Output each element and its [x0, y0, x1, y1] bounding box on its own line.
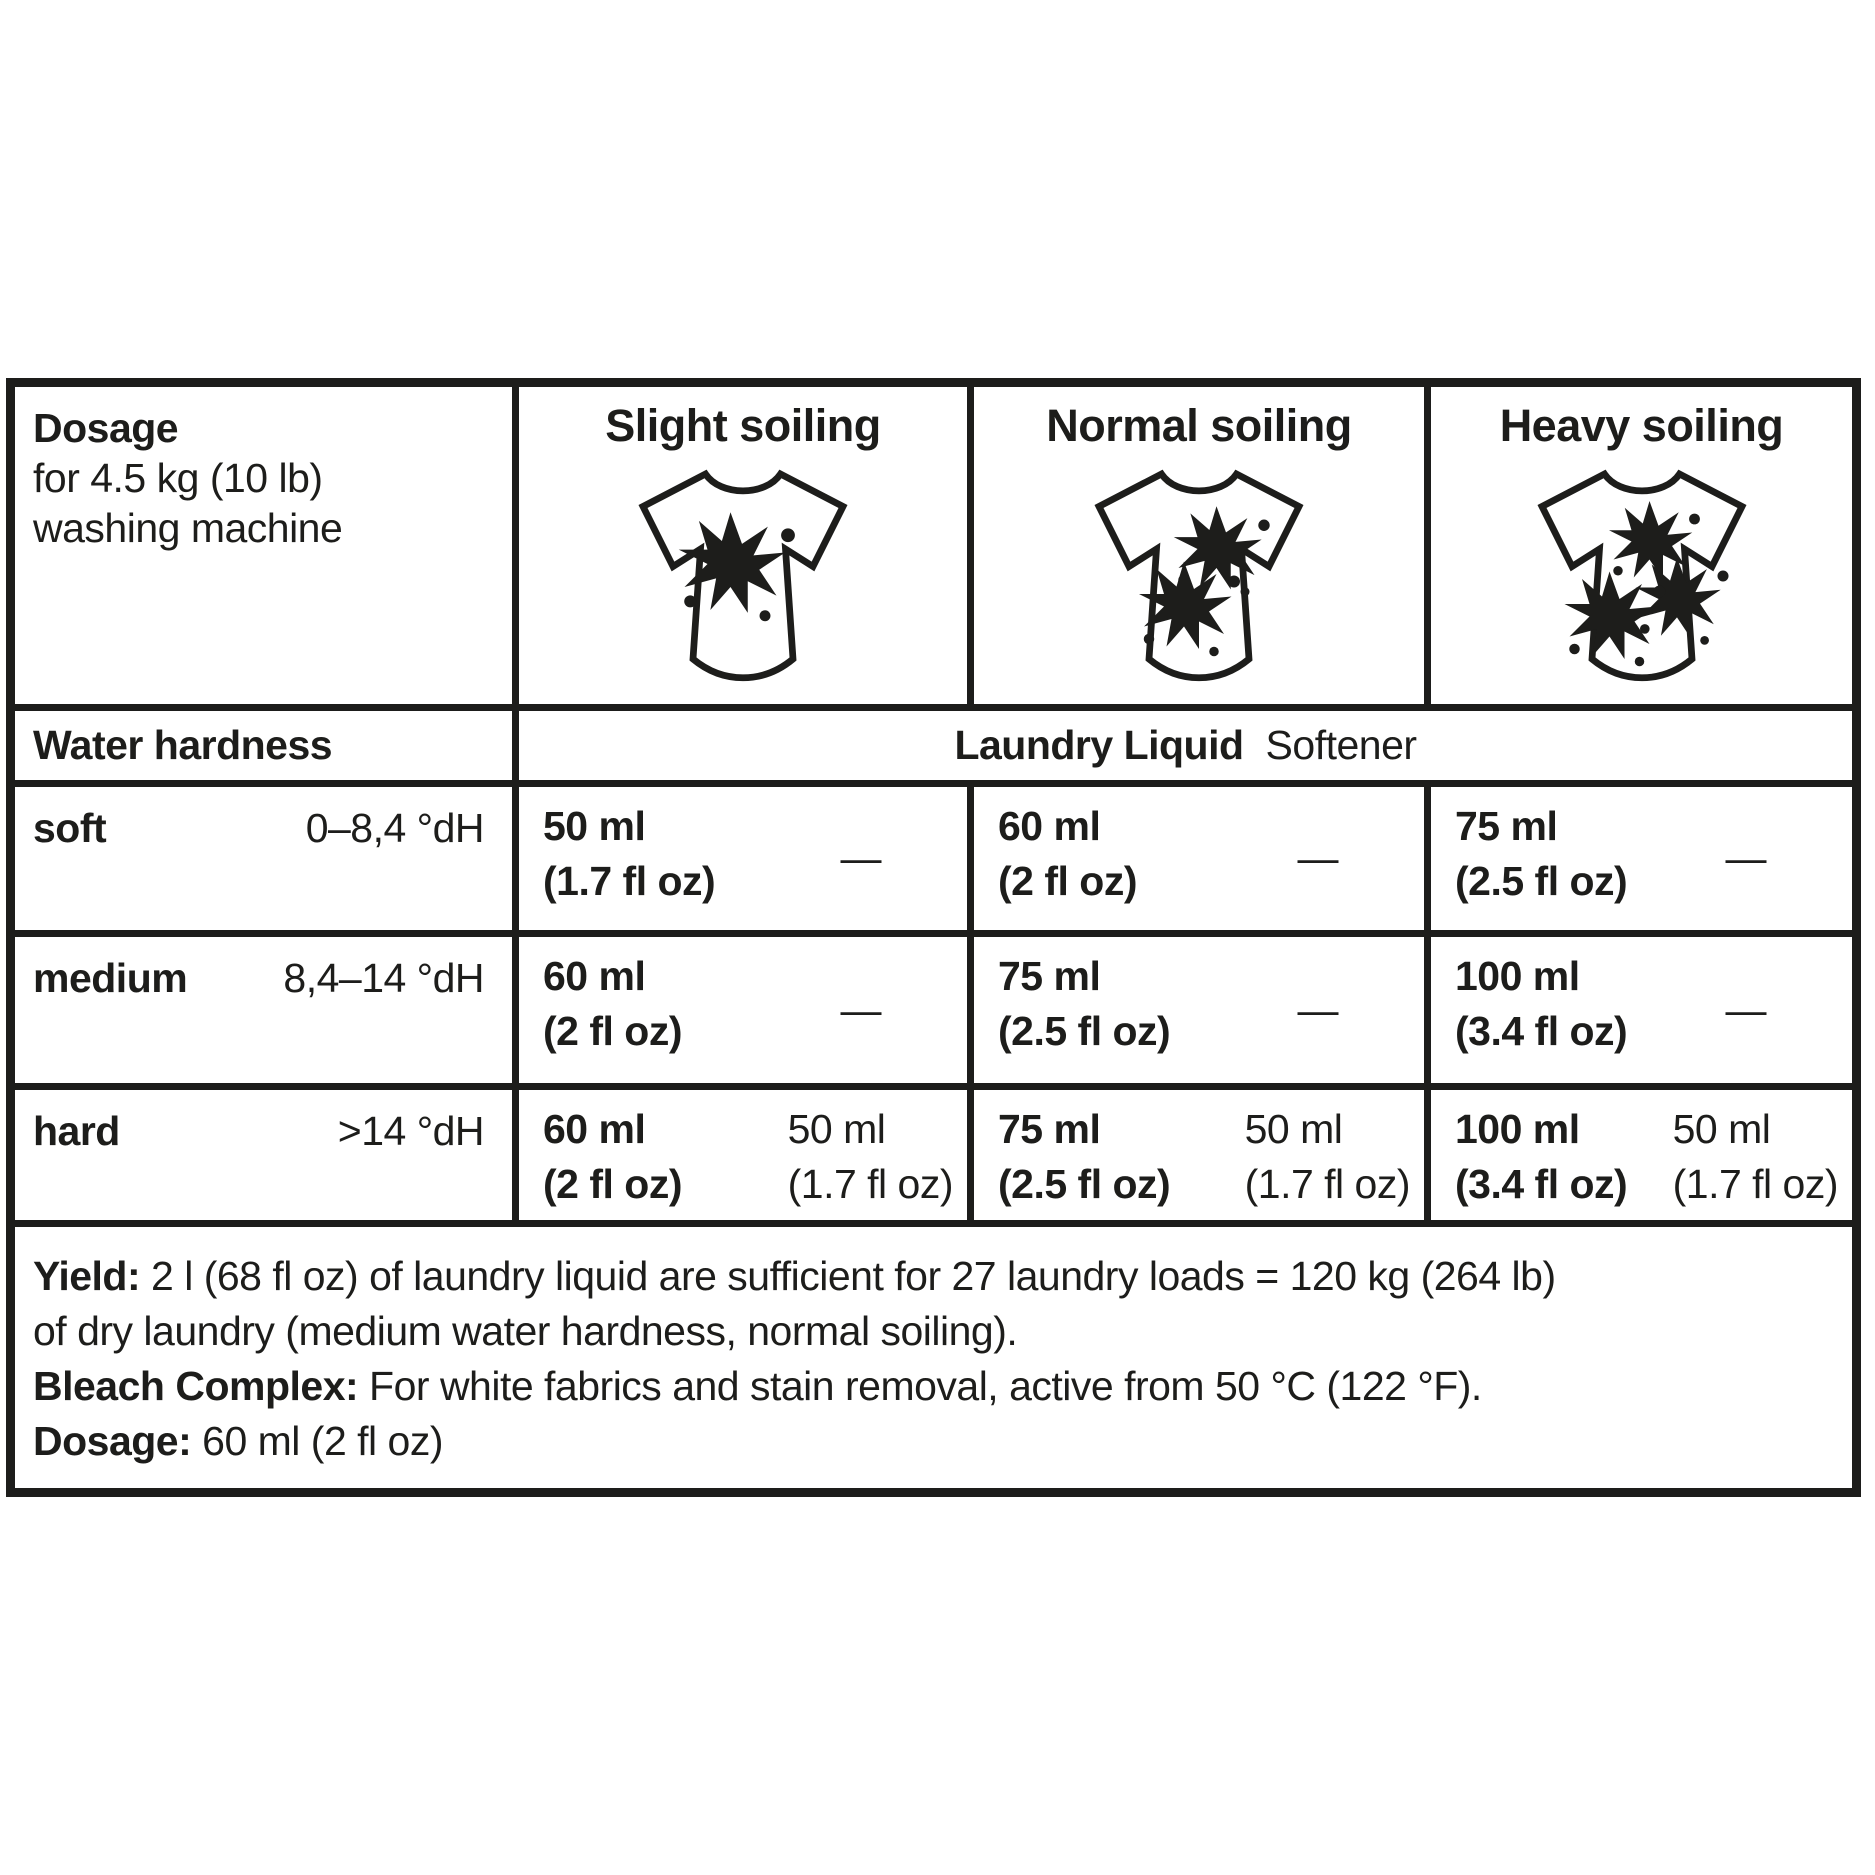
amount-ml: 75 ml — [998, 1106, 1101, 1152]
dose-cell-soft-normal: 60 ml (2 fl oz) — — [974, 787, 1431, 937]
notes-cell: Yield: 2 l (68 fl oz) of laundry liquid … — [15, 1227, 1852, 1488]
hardness-name: hard — [33, 1108, 120, 1154]
dosage-note: Dosage: 60 ml (2 fl oz) — [33, 1414, 1834, 1469]
slight-soiling-title: Slight soiling — [605, 400, 881, 451]
laundry-liquid-amount: 60 ml (2 fl oz) — [543, 949, 682, 1059]
laundry-liquid-amount: 60 ml (2 fl oz) — [543, 1102, 682, 1212]
softener-dash: — — [1297, 986, 1339, 1033]
softener-dash: — — [840, 835, 882, 881]
dose-cell-soft-heavy: 75 ml (2.5 fl oz) — — [1431, 787, 1852, 937]
heavy-soiling-title: Heavy soiling — [1499, 400, 1784, 451]
amount-ml: 75 ml — [998, 953, 1101, 999]
laundry-liquid-amount: 75 ml (2.5 fl oz) — [998, 949, 1171, 1059]
hardness-cell-medium: medium 8,4–14 °dH — [15, 937, 519, 1090]
laundry-liquid-amount: 75 ml (2.5 fl oz) — [1455, 799, 1628, 909]
tshirt-one-stain-icon — [618, 459, 868, 689]
bleach-complex-note: Bleach Complex: For white fabrics and st… — [33, 1359, 1834, 1414]
laundry-liquid-amount: 60 ml (2 fl oz) — [998, 799, 1137, 909]
dose-cell-medium-slight: 60 ml (2 fl oz) — — [519, 937, 974, 1090]
dose-cell-hard-heavy: 100 ml (3.4 fl oz) 50 ml (1.7 fl oz) — [1431, 1090, 1852, 1227]
dosage-note-text: 60 ml (2 fl oz) — [191, 1418, 443, 1464]
amount-oz: (1.7 fl oz) — [543, 858, 716, 904]
softener-dash: — — [1297, 835, 1339, 881]
tshirt-three-stains-icon — [1517, 459, 1767, 689]
amount-ml: 100 ml — [1455, 953, 1580, 999]
amount-ml: 75 ml — [1455, 803, 1558, 849]
softener-label: Softener — [1265, 722, 1418, 768]
bleach-complex-text: For white fabrics and stain removal, act… — [358, 1363, 1482, 1409]
amount-oz: (3.4 fl oz) — [1455, 1008, 1628, 1054]
yield-note-line2: of dry laundry (medium water hardness, n… — [33, 1304, 1834, 1359]
laundry-liquid-amount: 50 ml (1.7 fl oz) — [543, 799, 716, 909]
softener-dash: — — [1725, 835, 1767, 881]
softener-dash: — — [840, 986, 882, 1033]
laundry-liquid-amount: 100 ml (3.4 fl oz) — [1455, 949, 1628, 1059]
hardness-range: 0–8,4 °dH — [305, 805, 485, 851]
dosage-note-label: Dosage: — [33, 1418, 192, 1464]
tshirt-two-stains-icon — [1074, 459, 1324, 689]
amount-oz: (2 fl oz) — [543, 1008, 682, 1054]
amount-ml: 50 ml — [543, 803, 646, 849]
yield-note-line1: Yield: 2 l (68 fl oz) of laundry liquid … — [33, 1249, 1834, 1304]
amount-oz: (2 fl oz) — [998, 858, 1137, 904]
amount-ml: 100 ml — [1455, 1106, 1580, 1152]
slight-soiling-header-cell: Slight soiling — [519, 387, 974, 711]
yield-label: Yield: — [33, 1253, 141, 1299]
hardness-range: >14 °dH — [337, 1108, 485, 1154]
amount-oz: (2.5 fl oz) — [998, 1161, 1171, 1207]
dose-cell-soft-slight: 50 ml (1.7 fl oz) — — [519, 787, 974, 937]
amount-oz: (1.7 fl oz) — [1244, 1161, 1411, 1207]
hardness-name: medium — [33, 955, 188, 1001]
softener-amount: 50 ml (1.7 fl oz) — [1245, 1102, 1424, 1212]
heavy-soiling-header-cell: Heavy soiling — [1431, 387, 1852, 711]
amount-ml: 50 ml — [1244, 1106, 1343, 1152]
amount-oz: (2 fl oz) — [543, 1161, 682, 1207]
amount-ml: 50 ml — [1672, 1106, 1771, 1152]
dosage-title: Dosage — [33, 405, 179, 451]
laundry-liquid-amount: 75 ml (2.5 fl oz) — [998, 1102, 1171, 1212]
dosage-table: Dosage for 4.5 kg (10 lb) washing machin… — [6, 378, 1861, 1497]
yield-text: 2 l (68 fl oz) of laundry liquid are suf… — [140, 1253, 1556, 1299]
hardness-name: soft — [33, 805, 107, 851]
yield-text-continued: of dry laundry (medium water hardness, n… — [33, 1308, 1018, 1354]
hardness-cell-soft: soft 0–8,4 °dH — [15, 787, 519, 937]
amount-oz: (1.7 fl oz) — [787, 1161, 954, 1207]
dose-cell-hard-normal: 75 ml (2.5 fl oz) 50 ml (1.7 fl oz) — [974, 1090, 1431, 1227]
dosage-header-cell: Dosage for 4.5 kg (10 lb) washing machin… — [15, 387, 519, 711]
amount-ml: 50 ml — [787, 1106, 886, 1152]
dosage-subtitle-line1: for 4.5 kg (10 lb) — [33, 455, 323, 501]
softener-amount: 50 ml (1.7 fl oz) — [788, 1102, 967, 1212]
amount-oz: (1.7 fl oz) — [1672, 1161, 1839, 1207]
amount-ml: 60 ml — [543, 953, 646, 999]
bleach-complex-label: Bleach Complex: — [33, 1363, 359, 1409]
laundry-liquid-amount: 100 ml (3.4 fl oz) — [1455, 1102, 1628, 1212]
product-header-cell: Laundry Liquid Softener — [519, 711, 1852, 787]
softener-amount: 50 ml (1.7 fl oz) — [1673, 1102, 1852, 1212]
amount-oz: (2.5 fl oz) — [1455, 858, 1628, 904]
dose-cell-medium-normal: 75 ml (2.5 fl oz) — — [974, 937, 1431, 1090]
amount-oz: (3.4 fl oz) — [1455, 1161, 1628, 1207]
water-hardness-header-cell: Water hardness — [15, 711, 519, 787]
dose-cell-hard-slight: 60 ml (2 fl oz) 50 ml (1.7 fl oz) — [519, 1090, 974, 1227]
amount-oz: (2.5 fl oz) — [998, 1008, 1171, 1054]
normal-soiling-title: Normal soiling — [1046, 400, 1352, 451]
amount-ml: 60 ml — [543, 1106, 646, 1152]
water-hardness-label: Water hardness — [33, 722, 333, 768]
dose-cell-medium-heavy: 100 ml (3.4 fl oz) — — [1431, 937, 1852, 1090]
amount-ml: 60 ml — [998, 803, 1101, 849]
softener-dash: — — [1725, 986, 1767, 1033]
hardness-range: 8,4–14 °dH — [283, 955, 484, 1001]
normal-soiling-header-cell: Normal soiling — [974, 387, 1431, 711]
laundry-liquid-label: Laundry Liquid — [954, 722, 1244, 768]
dosage-subtitle-line2: washing machine — [33, 505, 343, 551]
hardness-cell-hard: hard >14 °dH — [15, 1090, 519, 1227]
